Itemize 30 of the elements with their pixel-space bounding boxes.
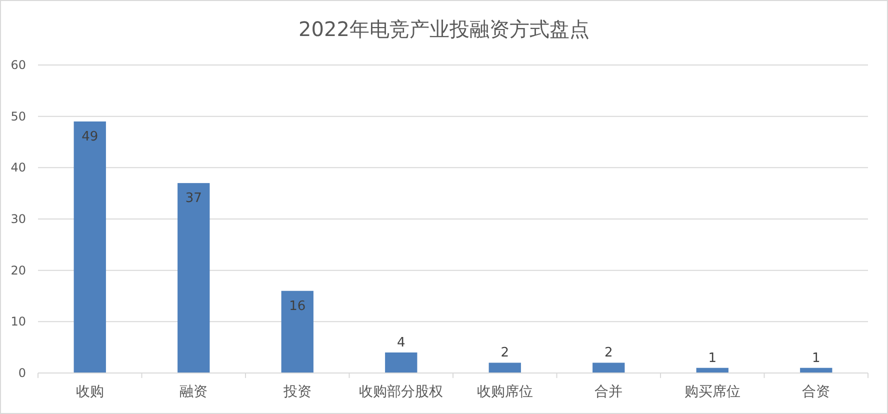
chart-title: 2022年电竞产业投融资方式盘点: [298, 17, 590, 41]
bar: [488, 362, 521, 373]
x-tick-label: 投资: [282, 384, 312, 400]
x-tick-label: 收购部分股权: [359, 384, 444, 400]
bar: [281, 290, 314, 373]
y-tick-label: 40: [10, 160, 26, 175]
y-tick-label: 60: [10, 58, 26, 72]
bar: [178, 183, 210, 373]
bar: [74, 121, 106, 373]
y-tick-label: 30: [10, 212, 26, 226]
data-label: 4: [396, 335, 406, 350]
x-tick-label: 收购席位: [476, 384, 533, 400]
data-label: 1: [812, 350, 820, 366]
x-tick-label: 融资: [180, 384, 208, 400]
x-tick-label: 购买席位: [684, 384, 740, 400]
data-label: 2: [500, 346, 510, 361]
data-label: 16: [289, 298, 306, 314]
y-tick-label: 10: [10, 314, 26, 329]
data-label: 2: [604, 346, 613, 361]
x-tick-label: 合并: [594, 384, 623, 400]
bar: [385, 352, 418, 373]
bar: [592, 362, 625, 373]
data-label: 1: [708, 350, 717, 366]
data-label: 37: [185, 191, 202, 206]
y-tick-label: 0: [18, 366, 26, 380]
y-tick-label: 50: [10, 109, 26, 124]
data-label: 49: [82, 129, 98, 144]
x-tick-label: 收购: [76, 384, 104, 400]
x-tick-label: 合资: [802, 384, 830, 400]
y-tick-label: 20: [10, 263, 26, 278]
